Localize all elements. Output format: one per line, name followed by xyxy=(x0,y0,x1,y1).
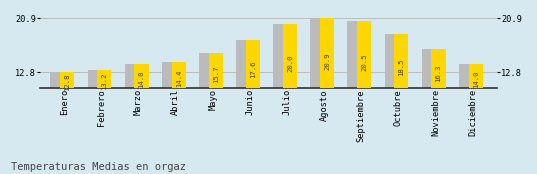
Bar xyxy=(384,34,405,88)
Bar xyxy=(199,53,219,88)
Bar xyxy=(172,62,186,88)
Bar xyxy=(88,70,108,88)
Bar xyxy=(394,34,409,88)
Text: 18.5: 18.5 xyxy=(398,59,404,76)
Text: 14.4: 14.4 xyxy=(176,69,182,87)
Text: 20.9: 20.9 xyxy=(324,53,330,70)
Text: 13.2: 13.2 xyxy=(101,72,107,90)
Text: 16.3: 16.3 xyxy=(436,64,441,82)
Text: 17.6: 17.6 xyxy=(250,61,256,78)
Text: 20.0: 20.0 xyxy=(287,55,293,72)
Text: 14.0: 14.0 xyxy=(473,70,478,88)
Bar xyxy=(320,18,334,88)
Bar xyxy=(432,49,446,88)
Bar xyxy=(162,62,182,88)
Bar xyxy=(60,72,74,88)
Bar xyxy=(422,49,442,88)
Bar xyxy=(273,24,294,88)
Bar xyxy=(97,70,112,88)
Bar xyxy=(209,53,223,88)
Bar xyxy=(125,64,145,88)
Text: 20.5: 20.5 xyxy=(361,54,367,71)
Bar xyxy=(310,18,331,88)
Text: 15.7: 15.7 xyxy=(213,66,219,83)
Bar xyxy=(50,72,71,88)
Bar xyxy=(236,40,257,88)
Bar xyxy=(459,64,479,88)
Text: 14.0: 14.0 xyxy=(139,70,144,88)
Text: 12.8: 12.8 xyxy=(64,73,70,91)
Text: Temperaturas Medias en orgaz: Temperaturas Medias en orgaz xyxy=(11,162,186,172)
Bar xyxy=(283,24,297,88)
Bar xyxy=(357,21,372,88)
Bar xyxy=(246,40,260,88)
Bar xyxy=(469,64,483,88)
Bar xyxy=(347,21,368,88)
Bar xyxy=(134,64,149,88)
